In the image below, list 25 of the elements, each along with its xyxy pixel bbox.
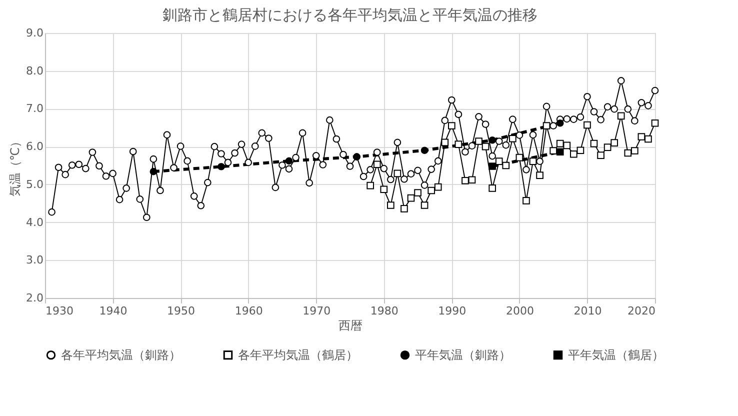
y-tick-label: 2.0 <box>26 292 44 304</box>
y-tick-label: 9.0 <box>26 26 44 40</box>
chart-title: 釧路市と鶴居村における各年平均気温と平年気温の推移 <box>162 6 538 24</box>
x-axis-title: 西暦 <box>338 318 362 332</box>
legend-label: 平年気温（釧路） <box>415 348 511 362</box>
y-axis-title: 気温（℃） <box>8 135 22 197</box>
y-tick-label: 8.0 <box>26 64 44 78</box>
x-tick-label: 1930 <box>46 304 74 318</box>
legend-label: 各年平均気温（鶴居） <box>238 348 358 362</box>
legend-label: 平年気温（鶴居） <box>568 348 664 362</box>
x-tick-label: 1940 <box>99 304 128 318</box>
y-tick-label: 3.0 <box>26 254 44 267</box>
x-tick-label: 2020 <box>628 304 656 318</box>
x-tick-label: 2010 <box>574 304 602 318</box>
x-tick-label: 2000 <box>506 304 534 318</box>
x-tick-label: 1990 <box>438 304 466 318</box>
x-tick-label: 1950 <box>167 304 196 318</box>
y-tick-label: 6.0 <box>26 140 44 154</box>
y-tick-label: 5.0 <box>26 178 44 191</box>
x-tick-label: 1960 <box>234 304 263 318</box>
y-tick-label: 7.0 <box>26 102 44 116</box>
x-tick-label: 1980 <box>370 304 398 318</box>
legend-label: 各年平均気温（釧路） <box>61 348 181 362</box>
y-tick-label: 4.0 <box>26 216 44 229</box>
x-tick-label: 1970 <box>302 304 331 318</box>
